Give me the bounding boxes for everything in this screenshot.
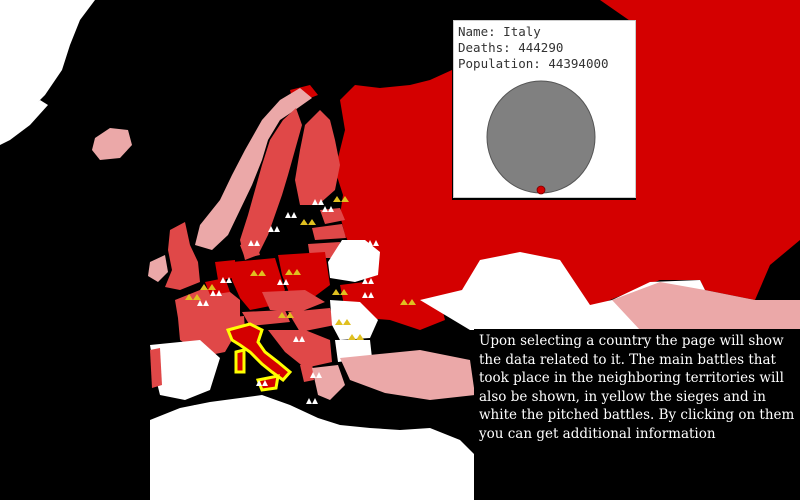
country-spain[interactable] <box>150 340 220 400</box>
country-romania[interactable] <box>330 300 378 340</box>
population-value: 44394000 <box>548 56 609 71</box>
pie-deaths-slice <box>536 185 546 195</box>
country-france[interactable] <box>175 288 240 355</box>
country-finland[interactable] <box>295 110 340 205</box>
battle-marker-icon[interactable] <box>220 277 232 283</box>
siege-marker-icon[interactable] <box>332 289 348 295</box>
country-greece[interactable] <box>312 365 345 400</box>
battle-marker-icon[interactable] <box>355 322 367 328</box>
population-label: Population: <box>458 56 541 71</box>
siege-marker-icon[interactable] <box>400 299 416 305</box>
country-czechoslovakia[interactable] <box>262 290 325 312</box>
battle-marker-icon[interactable] <box>210 290 222 296</box>
siege-marker-icon[interactable] <box>200 284 216 290</box>
deaths-population-pie <box>486 80 596 195</box>
instructions-text: Upon selecting a country the page will s… <box>479 333 795 442</box>
country-italy-sicily[interactable] <box>255 374 280 392</box>
battle-marker-icon[interactable] <box>367 240 379 246</box>
country-turkey[interactable] <box>340 350 475 400</box>
country-portugal[interactable] <box>150 348 162 388</box>
battle-marker-icon[interactable] <box>362 292 374 298</box>
country-hungary[interactable] <box>288 308 335 332</box>
country-netherlands[interactable] <box>215 260 235 280</box>
siege-marker-icon[interactable] <box>300 219 316 225</box>
siege-marker-icon[interactable] <box>285 269 301 275</box>
name-value: Italy <box>503 24 541 39</box>
region-north-africa-west[interactable] <box>150 405 195 470</box>
battle-marker-icon[interactable] <box>306 398 318 404</box>
battle-marker-icon[interactable] <box>285 212 297 218</box>
siege-marker-icon[interactable] <box>278 312 294 318</box>
tooltip-population-row: Population: 44394000 <box>458 56 631 72</box>
country-italy[interactable] <box>225 322 293 383</box>
battle-marker-icon[interactable] <box>248 240 260 246</box>
battle-marker-icon[interactable] <box>312 199 324 205</box>
country-belarus[interactable] <box>328 240 380 282</box>
siege-marker-icon[interactable] <box>333 196 349 202</box>
battle-marker-icon[interactable] <box>322 206 334 212</box>
country-austria[interactable] <box>242 310 290 326</box>
battle-marker-icon[interactable] <box>296 419 308 425</box>
siege-marker-icon[interactable] <box>335 319 351 325</box>
region-north-africa[interactable] <box>150 395 475 500</box>
battle-marker-icon[interactable] <box>325 426 337 432</box>
country-greenland-south[interactable] <box>0 100 48 145</box>
siege-marker-icon[interactable] <box>348 334 364 340</box>
battle-marker-icon[interactable] <box>362 278 374 284</box>
pie-total-slice <box>486 80 596 194</box>
country-uk[interactable] <box>165 222 200 290</box>
battle-marker-icon[interactable] <box>310 372 322 378</box>
battle-marker-icon[interactable] <box>256 380 268 386</box>
country-iran[interactable] <box>612 282 800 330</box>
battle-marker-icon[interactable] <box>346 252 358 258</box>
tooltip-deaths-row: Deaths: 444290 <box>458 40 631 56</box>
country-norway[interactable] <box>195 88 312 250</box>
country-ireland[interactable] <box>148 255 168 282</box>
country-iceland[interactable] <box>92 128 132 160</box>
siege-marker-icon[interactable] <box>250 270 266 276</box>
country-yugoslavia[interactable] <box>268 330 332 368</box>
tooltip-name-row: Name: Italy <box>458 24 631 40</box>
siege-marker-icon[interactable] <box>185 294 201 300</box>
battle-markers <box>185 196 416 432</box>
battle-marker-icon[interactable] <box>293 336 305 342</box>
battle-marker-icon[interactable] <box>197 300 209 306</box>
country-latvia[interactable] <box>312 224 346 240</box>
instructions-panel: Upon selecting a country the page will s… <box>474 329 800 500</box>
battle-marker-icon[interactable] <box>277 279 289 285</box>
country-poland[interactable] <box>278 252 330 300</box>
country-italy-sardinia[interactable] <box>234 348 246 374</box>
country-sweden[interactable] <box>240 108 302 260</box>
deaths-value: 444290 <box>518 40 564 55</box>
country-tooltip: Name: Italy Deaths: 444290 Population: 4… <box>453 20 636 198</box>
country-russia[interactable] <box>335 0 800 310</box>
battle-marker-icon[interactable] <box>268 226 280 232</box>
name-label: Name: <box>458 24 496 39</box>
country-greenland[interactable] <box>0 0 95 140</box>
deaths-label: Deaths: <box>458 40 511 55</box>
